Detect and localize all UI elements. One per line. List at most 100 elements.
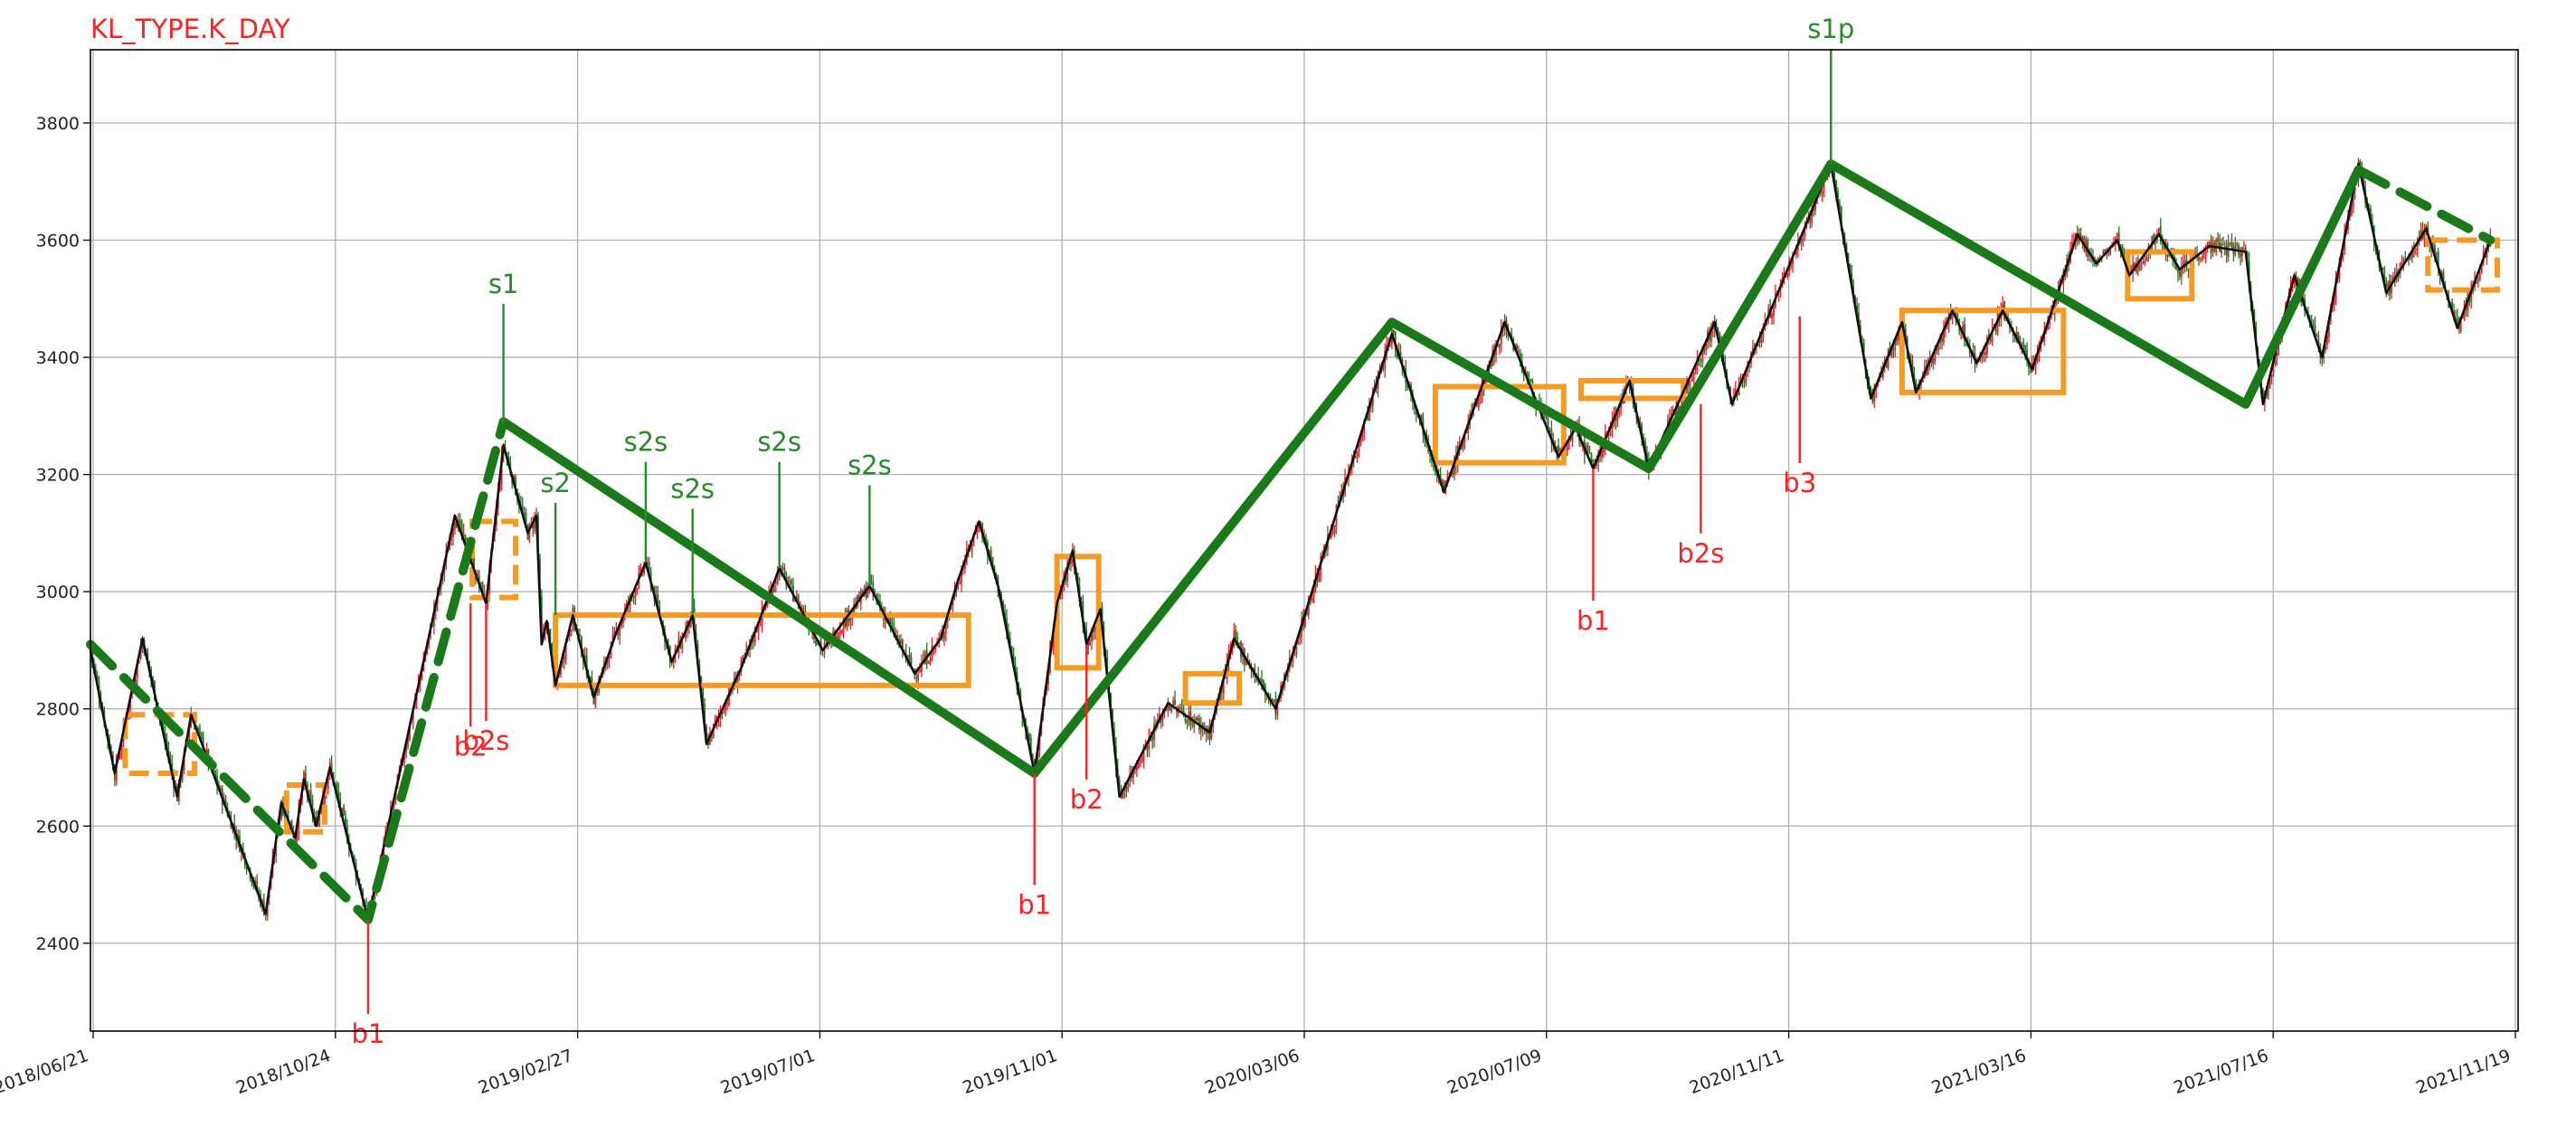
candle-body (1271, 699, 1274, 701)
candle-body (781, 568, 784, 570)
candle-body (570, 630, 573, 637)
candle-body (2117, 233, 2120, 250)
candle-body (1012, 655, 1015, 663)
buy-signal-label: b2s (462, 725, 509, 756)
candle-body (1463, 434, 1466, 443)
candle-body (2385, 283, 2388, 289)
candle-body (1717, 329, 1719, 335)
candle-body (407, 737, 409, 747)
candle-body (1873, 388, 1876, 402)
candle-body (2029, 370, 2031, 373)
y-tick-label: 3600 (36, 232, 80, 251)
candle-body (181, 769, 184, 780)
candle-body (530, 522, 533, 524)
candle-body (978, 527, 980, 531)
candle-body (256, 881, 259, 892)
candle-body (1771, 313, 1773, 319)
candle-body (657, 593, 659, 606)
candle-body (1085, 629, 1088, 642)
candle-body (280, 804, 282, 819)
sell-signal-label: s1 (488, 269, 519, 299)
candle-body (646, 561, 649, 563)
candle-body (452, 528, 454, 537)
candle-body (2317, 335, 2320, 346)
candle-body (1358, 445, 1360, 452)
candle-body (137, 660, 140, 664)
candle-body (1569, 438, 1572, 440)
candle-body (1559, 449, 1561, 451)
candle-body (304, 772, 307, 783)
candle-body (2236, 242, 2239, 244)
candle-body (534, 516, 536, 531)
candle-body (961, 570, 962, 583)
candle-body (1795, 250, 1797, 256)
candle-body (330, 763, 333, 772)
candle-body (2175, 263, 2177, 270)
candle-body (1500, 327, 1502, 346)
candle-body (693, 607, 696, 631)
candle-body (1420, 414, 1423, 420)
zhongshu-box (2125, 249, 2195, 302)
candle-body (1273, 699, 1275, 702)
candle-body (1821, 190, 1823, 194)
candle-body (611, 635, 614, 643)
candle-body (1743, 380, 1746, 383)
candle-body (1991, 327, 1994, 342)
candle-body (2267, 387, 2269, 397)
candle-body (1601, 450, 1603, 458)
buy-signal-label: b1 (1577, 605, 1610, 636)
candle-body (2314, 325, 2316, 336)
candle-body (619, 628, 621, 637)
candle-body (478, 575, 480, 585)
candle-body (2230, 241, 2233, 249)
candle-body (1233, 630, 1236, 639)
candle-body (2204, 251, 2207, 256)
candle-body (1118, 779, 1121, 790)
x-tick-label: 2020/03/06 (1202, 1046, 1302, 1098)
candle-body (1089, 641, 1091, 646)
candle-body (906, 655, 909, 658)
candle-body (1932, 358, 1935, 364)
candle-body (2325, 346, 2326, 351)
candle-body (2242, 249, 2245, 251)
candle-body (353, 856, 355, 862)
candle-body (2138, 263, 2141, 271)
candle-body (929, 658, 932, 663)
candle-body (403, 753, 406, 764)
candle-body (1856, 306, 1858, 313)
candle-body (891, 622, 894, 624)
candle-body (1167, 704, 1170, 711)
candle-body (1191, 724, 1194, 726)
candle-body (776, 570, 779, 584)
candle-body (825, 640, 828, 642)
candle-body (1809, 218, 1812, 222)
buy-signal-label: b2 (454, 732, 488, 762)
candle-body (1994, 329, 1997, 332)
bi-line (89, 163, 2492, 922)
candle-body (876, 594, 877, 598)
candle-body (1354, 458, 1357, 459)
candle-body (2382, 268, 2384, 270)
candle-body (405, 745, 408, 753)
candle-body (620, 621, 622, 628)
buy-signal-label: b1 (352, 1018, 385, 1049)
candle-body (707, 741, 709, 746)
candle-body (1881, 366, 1884, 378)
candle-body (1989, 338, 1992, 342)
candle-body (1530, 379, 1532, 381)
buy-signal-label: b1 (1018, 889, 1051, 920)
zhongshu-box (2425, 237, 2500, 293)
candle-body (568, 634, 571, 638)
candle-body (1238, 642, 1240, 644)
candle-body (2312, 323, 2315, 326)
candle-body (1091, 630, 1093, 642)
candle-body (724, 702, 727, 713)
candle-body (1125, 787, 1128, 790)
candle-body (1389, 345, 1391, 346)
candle-body (2121, 246, 2124, 255)
candle-body (721, 712, 724, 715)
candle-body (320, 806, 323, 813)
candle-body (120, 743, 123, 751)
candle-body (1293, 654, 1296, 656)
candle-body (1983, 354, 1984, 355)
